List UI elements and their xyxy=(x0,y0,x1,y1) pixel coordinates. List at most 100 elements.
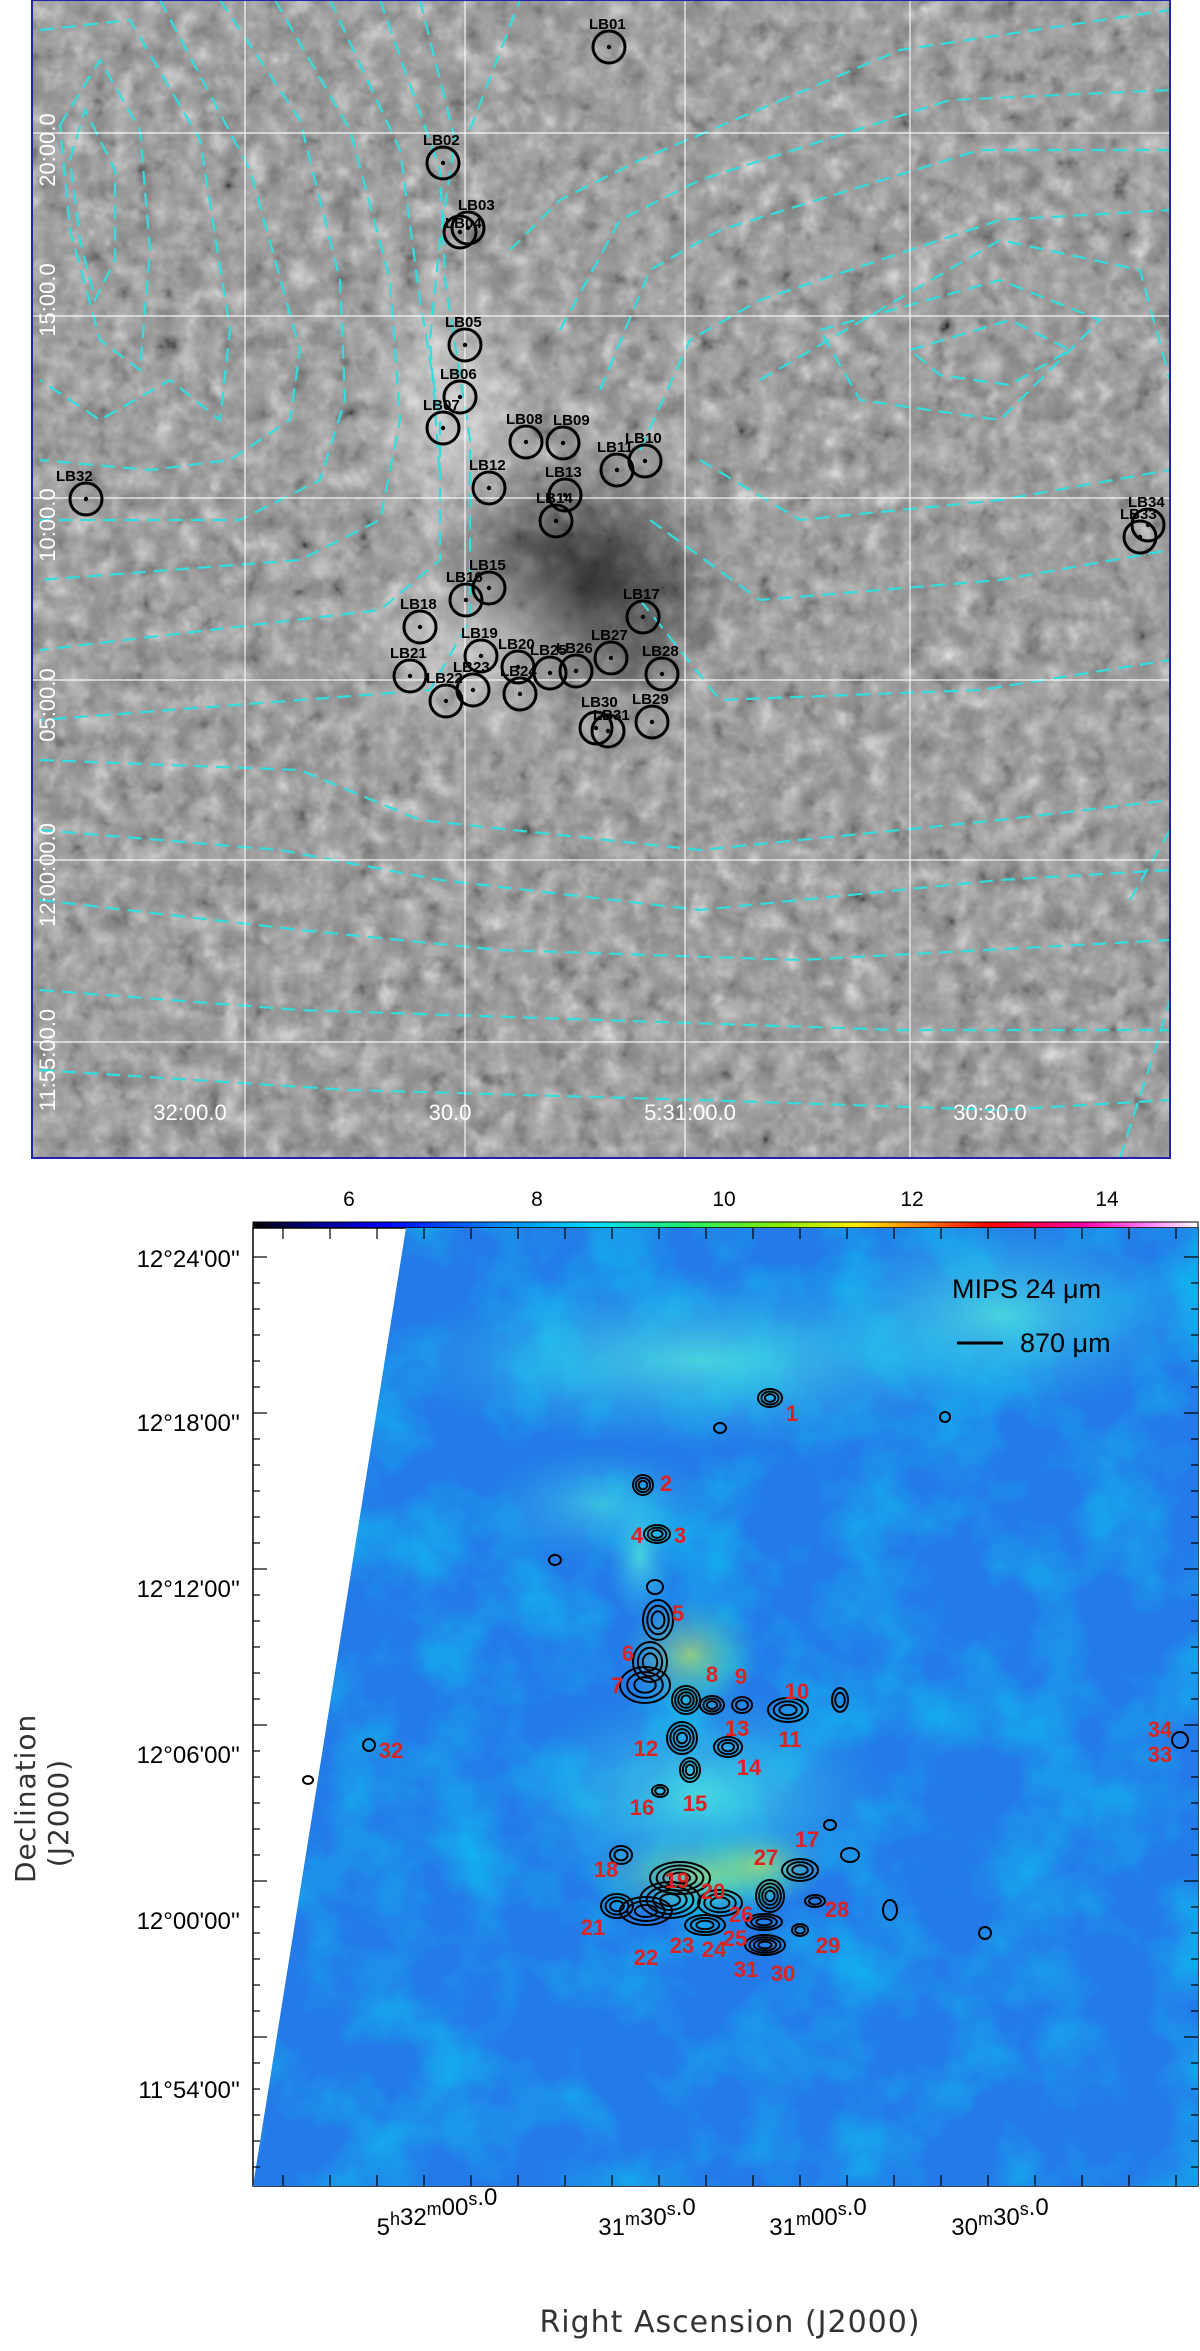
source-centre-dot xyxy=(605,728,611,734)
source-centre-dot xyxy=(463,597,469,603)
source-label: LB29 xyxy=(632,691,669,708)
source-number-label: 30 xyxy=(771,1961,795,1986)
source-marker-lb16: LB16 xyxy=(446,569,484,618)
contour-870um xyxy=(786,1861,814,1879)
contour-870um xyxy=(362,1738,376,1752)
source-label: LB11 xyxy=(597,439,633,456)
contour-870um xyxy=(689,1916,721,1934)
source-label: LB21 xyxy=(390,645,427,662)
source-number-label: 6 xyxy=(622,1641,634,1666)
source-centre-dot xyxy=(515,664,521,670)
source-circle xyxy=(68,481,104,517)
source-marker-lb05: LB05 xyxy=(445,314,483,363)
contour-870um xyxy=(642,1599,674,1641)
source-marker-lb15: LB15 xyxy=(469,557,507,606)
contour-870um xyxy=(939,1411,951,1423)
contour-870um xyxy=(651,1784,669,1798)
source-marker-lb21: LB21 xyxy=(390,645,428,694)
source-marker-lb02: LB02 xyxy=(423,132,461,181)
source-label: LB14 xyxy=(536,490,573,507)
source-number-label: 33 xyxy=(1148,1742,1172,1767)
source-centre-dot xyxy=(465,225,471,231)
source-number-label: 24 xyxy=(702,1937,727,1962)
top-panel: 20:00.0 15:00.0 10:00.0 05:00.0 12:00:00.0 11… xyxy=(0,0,1200,1165)
top-dec-label: 12:00:00.0 xyxy=(35,823,60,927)
bottom-dec-label: 12°24'00'' xyxy=(137,1246,240,1273)
contour-870um xyxy=(757,1388,783,1408)
source-marker-lb28: LB28 xyxy=(642,643,680,692)
source-label: LB34 xyxy=(1128,494,1165,511)
source-number-label: 18 xyxy=(594,1857,618,1882)
source-number-label: 4 xyxy=(631,1523,644,1548)
contour-870um xyxy=(632,1641,668,1683)
source-number-label: 16 xyxy=(630,1795,654,1820)
source-label: LB10 xyxy=(625,430,662,447)
top-map: 20:00.0 15:00.0 10:00.0 05:00.0 12:00:00.0 11… xyxy=(31,0,1171,1159)
contour-870um xyxy=(764,1889,776,1903)
source-label: LB15 xyxy=(469,557,506,574)
source-label: LB26 xyxy=(556,640,593,657)
source-circle xyxy=(1122,519,1158,555)
source-circle xyxy=(578,710,614,746)
source-number-label: 15 xyxy=(683,1791,707,1816)
source-centre-dot xyxy=(608,655,614,661)
contour-870um xyxy=(705,1700,719,1710)
source-number-label: 17 xyxy=(795,1827,819,1852)
source-circle xyxy=(402,609,438,645)
contour-870um xyxy=(684,1914,726,1936)
top-contours-870um xyxy=(39,0,1170,1158)
contour-870um xyxy=(641,1652,659,1672)
source-label: LB02 xyxy=(423,132,460,149)
source-number-label: 32 xyxy=(379,1738,403,1763)
bottom-ra-label: 5h32m00s.0 xyxy=(377,2184,498,2241)
source-marker-lb32: LB32 xyxy=(56,468,104,517)
source-centre-dot xyxy=(443,698,449,704)
source-centre-dot xyxy=(486,485,492,491)
source-circle xyxy=(447,327,483,363)
top-map-image xyxy=(32,0,1170,1158)
top-coordinate-grid xyxy=(32,0,1170,1158)
contour-870um xyxy=(745,1913,783,1931)
source-centre-dot xyxy=(407,673,413,679)
source-centre-dot xyxy=(562,492,568,498)
contour-870um xyxy=(703,1892,737,1914)
source-circle xyxy=(442,379,478,415)
contour-870um xyxy=(666,1721,698,1755)
top-ra-labels: 32:00.0 30.0 5:31:00.0 30:30.0 xyxy=(153,1100,1026,1125)
contour-870um xyxy=(791,1864,809,1876)
contour-870um xyxy=(649,1861,711,1895)
source-label: LB01 xyxy=(589,16,626,33)
bottom-ra-label: 31m00s.0 xyxy=(769,2194,866,2241)
source-circle xyxy=(508,424,544,460)
source-centre-dot xyxy=(457,229,463,235)
source-label: LB03 xyxy=(458,197,495,214)
contour-870um xyxy=(609,1899,625,1913)
source-circle xyxy=(634,704,670,740)
source-number-label: 25 xyxy=(723,1926,747,1951)
contour-870um xyxy=(600,1893,634,1919)
source-label: LB20 xyxy=(498,636,535,653)
source-marker-lb04: LB04 xyxy=(442,214,482,250)
source-marker-lb26: LB26 xyxy=(556,640,594,689)
source-centre-dot xyxy=(457,394,463,400)
source-label: LB05 xyxy=(445,314,482,331)
source-centre-dot xyxy=(440,160,446,166)
contour-870um xyxy=(302,1775,314,1785)
source-number-label: 14 xyxy=(737,1755,762,1780)
source-number-label: 19 xyxy=(665,1868,689,1893)
source-circle xyxy=(599,452,635,488)
contour-870um xyxy=(677,1691,695,1709)
colorbar-tick-label: 6 xyxy=(343,1188,355,1211)
top-ra-label: 32:00.0 xyxy=(153,1100,226,1125)
contour-870um xyxy=(748,1936,782,1954)
contour-870um xyxy=(758,1882,782,1910)
source-label: LB30 xyxy=(581,694,618,711)
source-label: LB25 xyxy=(530,642,567,659)
contour-870um xyxy=(626,1900,666,1922)
contour-870um xyxy=(646,1526,668,1542)
source-marker-lb12: LB12 xyxy=(469,457,507,506)
source-circle xyxy=(591,29,627,65)
contour-870um xyxy=(672,1728,692,1748)
